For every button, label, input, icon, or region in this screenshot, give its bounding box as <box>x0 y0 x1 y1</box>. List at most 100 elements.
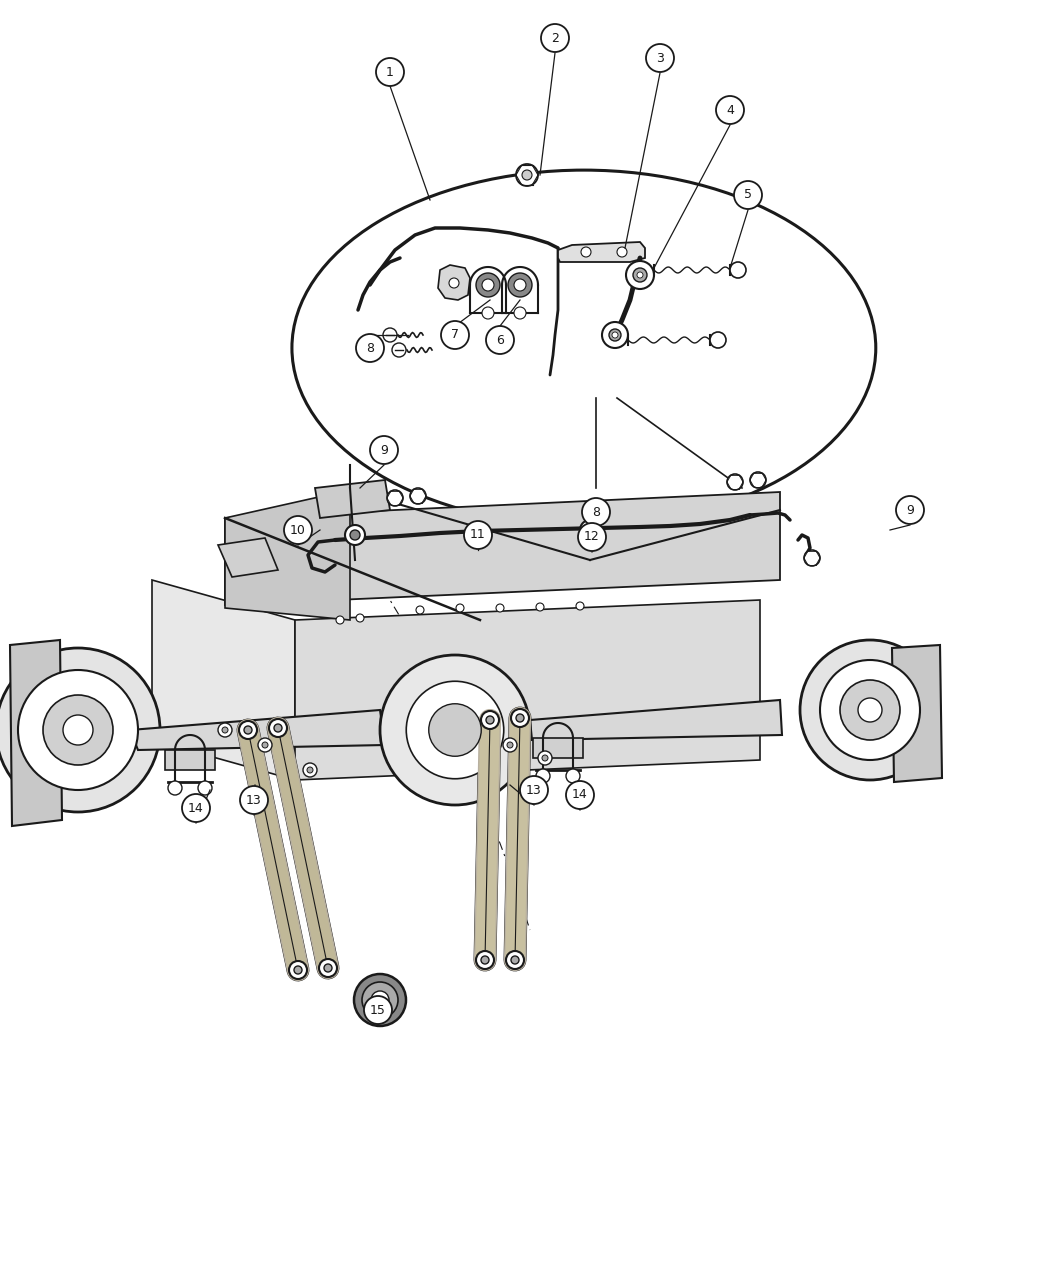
Circle shape <box>464 521 492 549</box>
Text: 13: 13 <box>526 784 542 797</box>
Circle shape <box>804 550 820 567</box>
Circle shape <box>43 694 113 765</box>
Circle shape <box>538 751 552 765</box>
Circle shape <box>168 781 182 796</box>
Circle shape <box>576 602 584 610</box>
Circle shape <box>522 170 532 180</box>
Circle shape <box>370 436 398 464</box>
Text: 8: 8 <box>592 505 600 518</box>
Circle shape <box>274 724 282 732</box>
Text: 14: 14 <box>572 788 588 802</box>
Circle shape <box>541 24 569 52</box>
Circle shape <box>294 966 302 975</box>
Circle shape <box>602 322 628 348</box>
Circle shape <box>481 955 489 964</box>
Circle shape <box>222 726 228 733</box>
Circle shape <box>387 490 403 506</box>
Circle shape <box>269 719 287 737</box>
Circle shape <box>486 716 494 724</box>
Circle shape <box>319 959 337 977</box>
Text: 7: 7 <box>451 329 459 341</box>
Polygon shape <box>11 640 62 826</box>
Polygon shape <box>438 265 470 301</box>
Circle shape <box>392 343 406 357</box>
Ellipse shape <box>292 170 875 526</box>
Circle shape <box>581 247 591 257</box>
Circle shape <box>633 269 647 281</box>
Circle shape <box>364 996 392 1024</box>
Text: 11: 11 <box>470 528 486 541</box>
Circle shape <box>476 952 494 969</box>
Bar <box>533 738 583 758</box>
Circle shape <box>612 333 618 338</box>
Circle shape <box>515 714 524 723</box>
Circle shape <box>638 272 643 278</box>
Bar <box>165 749 215 770</box>
Circle shape <box>218 723 232 737</box>
Circle shape <box>380 655 530 804</box>
Circle shape <box>476 272 500 297</box>
Text: 4: 4 <box>726 104 734 116</box>
Circle shape <box>566 769 580 783</box>
Circle shape <box>511 709 529 726</box>
Polygon shape <box>295 600 760 780</box>
Circle shape <box>289 961 307 978</box>
Circle shape <box>18 670 138 790</box>
Circle shape <box>481 711 499 729</box>
Circle shape <box>507 742 513 748</box>
Text: 10: 10 <box>290 523 306 536</box>
Polygon shape <box>151 579 295 780</box>
Circle shape <box>486 326 514 354</box>
Circle shape <box>303 764 317 778</box>
Circle shape <box>585 524 595 535</box>
Circle shape <box>716 96 744 124</box>
Text: 14: 14 <box>188 802 204 815</box>
Polygon shape <box>225 492 780 605</box>
Circle shape <box>618 247 627 257</box>
Circle shape <box>240 787 268 813</box>
Circle shape <box>578 523 606 551</box>
Circle shape <box>896 496 924 524</box>
Circle shape <box>410 489 426 504</box>
Circle shape <box>537 602 544 611</box>
Circle shape <box>514 279 526 292</box>
Circle shape <box>503 738 517 752</box>
Circle shape <box>324 964 332 972</box>
Circle shape <box>441 321 469 349</box>
Circle shape <box>582 498 610 526</box>
Circle shape <box>239 721 257 739</box>
Polygon shape <box>130 710 385 749</box>
Circle shape <box>710 333 726 348</box>
Circle shape <box>750 472 766 489</box>
Circle shape <box>307 767 313 773</box>
Circle shape <box>262 742 268 748</box>
Circle shape <box>580 521 600 540</box>
Circle shape <box>0 648 160 812</box>
Circle shape <box>182 794 210 822</box>
Text: 13: 13 <box>246 793 262 807</box>
Circle shape <box>63 715 93 744</box>
Circle shape <box>515 164 538 185</box>
Circle shape <box>508 272 532 297</box>
Polygon shape <box>315 480 390 518</box>
Polygon shape <box>218 538 278 577</box>
Polygon shape <box>530 700 782 741</box>
Circle shape <box>482 279 494 292</box>
Text: 8: 8 <box>366 341 375 354</box>
Circle shape <box>566 781 594 810</box>
Circle shape <box>355 975 406 1026</box>
Text: 3: 3 <box>656 51 664 64</box>
Polygon shape <box>225 490 350 620</box>
Circle shape <box>542 755 548 761</box>
Circle shape <box>514 307 526 318</box>
Circle shape <box>506 952 524 969</box>
Circle shape <box>449 278 459 288</box>
Circle shape <box>626 261 654 289</box>
Circle shape <box>345 524 365 545</box>
Circle shape <box>800 640 940 780</box>
Circle shape <box>727 475 743 490</box>
Circle shape <box>406 682 504 779</box>
Circle shape <box>456 604 464 611</box>
Text: 1: 1 <box>386 65 393 78</box>
Circle shape <box>511 955 519 964</box>
